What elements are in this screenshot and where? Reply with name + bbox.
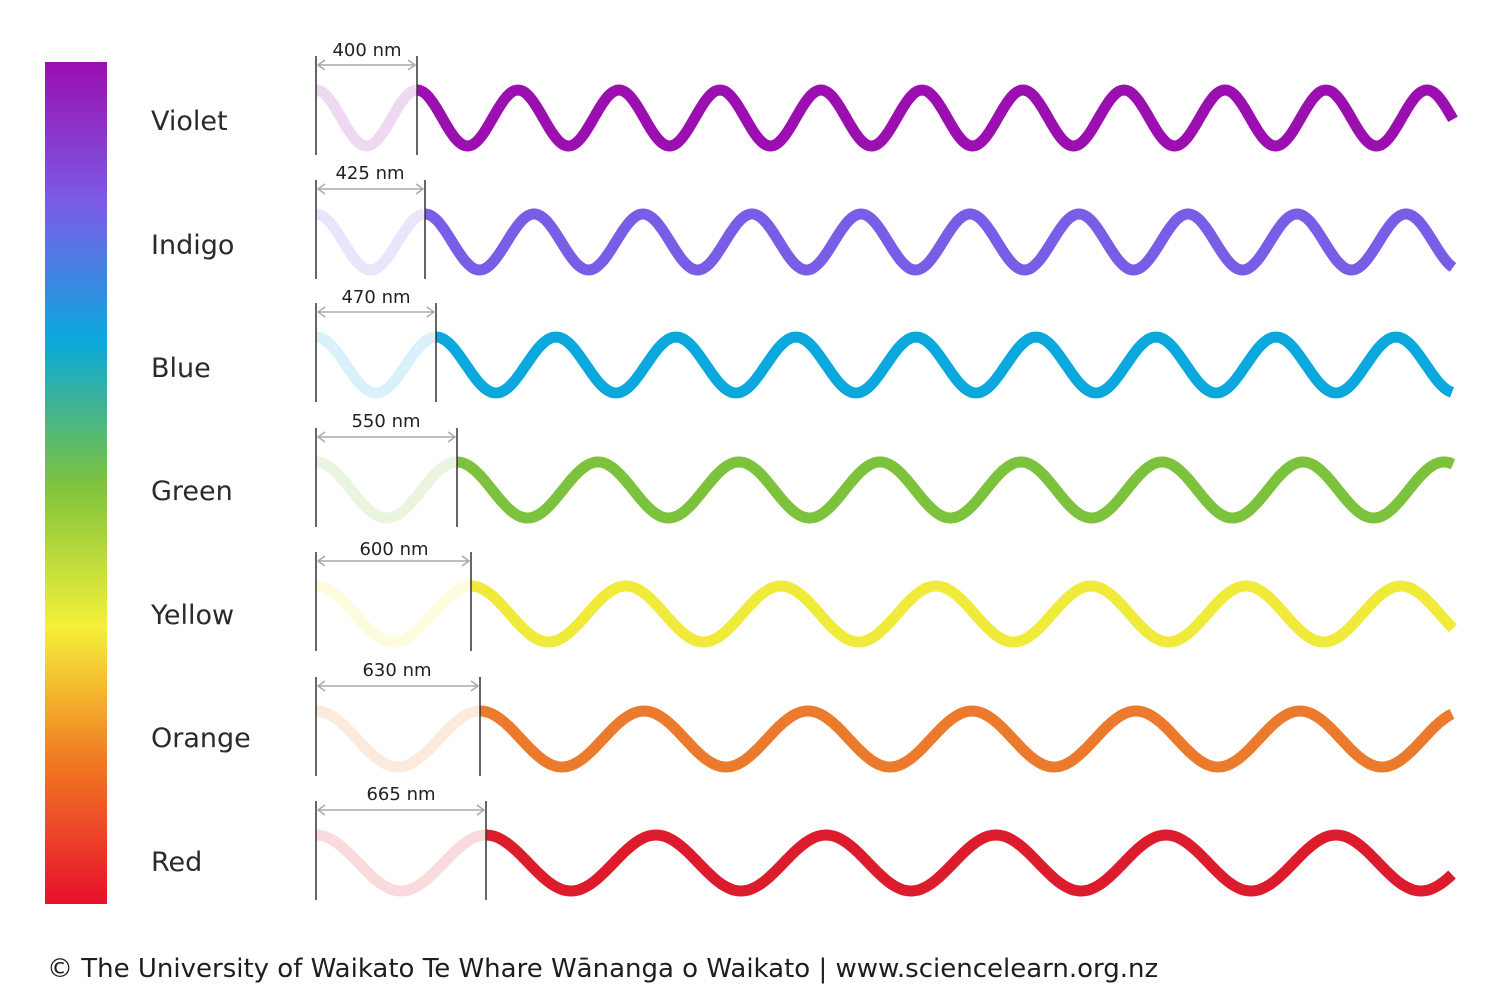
wave-row-orange: [315, 677, 1455, 776]
wave-row-green: [315, 428, 1456, 527]
wave-red: [485, 829, 1456, 897]
wavelength-label-violet: 400 nm: [329, 42, 405, 60]
label-indigo: Indigo: [151, 230, 235, 261]
wavelength-arrow-yellow: [316, 555, 471, 567]
wavelength-arrow-indigo: [316, 183, 425, 195]
wavelength-arrow-red: [316, 804, 486, 816]
wavelength-label-indigo: 425 nm: [332, 165, 408, 183]
wave-green: [456, 456, 1456, 524]
wavelength-label-green: 550 nm: [348, 413, 424, 431]
label-yellow: Yellow: [151, 600, 235, 631]
wave-blue: [435, 331, 1455, 399]
wavelength-label-orange: 630 nm: [359, 662, 435, 680]
wave-row-violet: [315, 56, 1458, 155]
wavelength-arrow-violet: [316, 59, 417, 71]
wave-row-indigo: [315, 180, 1457, 279]
wavelength-arrow-orange: [316, 680, 480, 692]
wave-faint-cycle-indigo: [315, 208, 426, 276]
copyright-credit: © The University of Waikato Te Whare Wān…: [47, 954, 1159, 984]
wave-faint-cycle-green: [315, 456, 457, 524]
wavelength-arrow-blue: [316, 306, 436, 318]
wave-row-red: [315, 801, 1456, 900]
wave-faint-cycle-orange: [315, 705, 481, 773]
wave-row-yellow: [315, 552, 1457, 651]
wave-orange: [479, 705, 1455, 773]
wave-violet: [416, 84, 1458, 152]
wave-faint-cycle-yellow: [315, 580, 471, 648]
wave-faint-cycle-blue: [315, 331, 437, 399]
label-orange: Orange: [151, 723, 251, 754]
wave-row-blue: [315, 303, 1455, 402]
wave-faint-cycle-red: [315, 829, 487, 897]
label-red: Red: [151, 847, 203, 878]
wave-faint-cycle-violet: [315, 84, 418, 152]
wavelength-label-blue: 470 nm: [338, 289, 414, 307]
label-blue: Blue: [151, 353, 211, 384]
wave-yellow: [470, 580, 1457, 648]
wave-indigo: [424, 208, 1457, 276]
label-green: Green: [151, 476, 233, 507]
wavelength-label-yellow: 600 nm: [356, 541, 432, 559]
label-violet: Violet: [151, 106, 228, 137]
wavelength-label-red: 665 nm: [363, 786, 439, 804]
wavelength-arrow-green: [316, 431, 457, 443]
spectrum-color-bar: [45, 62, 107, 904]
